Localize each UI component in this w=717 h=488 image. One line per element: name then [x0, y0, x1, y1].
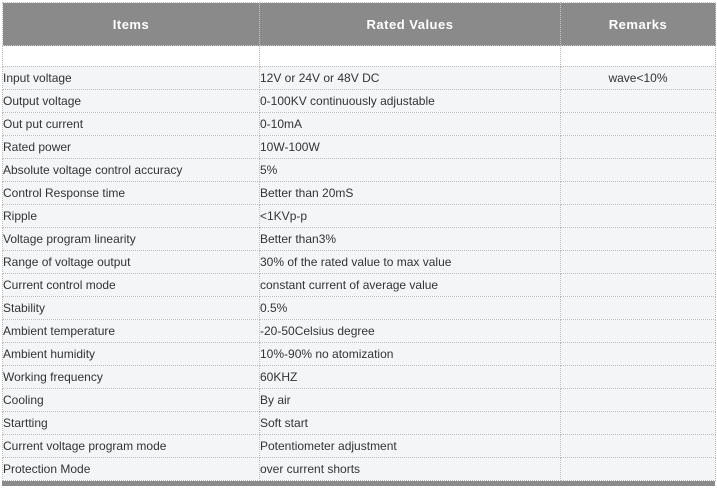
item-cell: Current control mode: [2, 273, 260, 297]
remark-cell: [560, 273, 716, 297]
remark-cell: [560, 434, 716, 458]
value-cell: 10%-90% no atomization: [259, 342, 561, 366]
table-row: Ambient temperature -20-50Celsius degree: [2, 319, 716, 343]
table-row: Ambient humidity 10%-90% no atomization: [2, 342, 716, 366]
item-cell: Output voltage: [2, 89, 260, 113]
value-cell: 0-10mA: [259, 112, 561, 136]
value-cell: Better than 20mS: [259, 181, 561, 205]
spec-table: Items Rated Values Remarks Input voltage…: [2, 2, 716, 481]
table-row: Ripple <1KVp-p: [2, 204, 716, 228]
table-row: Current voltage program mode Potentiomet…: [2, 434, 716, 458]
value-cell: 10W-100W: [259, 135, 561, 159]
item-cell: Protection Mode: [2, 457, 260, 481]
remark-cell: [560, 319, 716, 343]
remark-cell: [560, 204, 716, 228]
column-header-remarks: Remarks: [560, 2, 716, 46]
table-row: Range of voltage output 30% of the rated…: [2, 250, 716, 274]
value-cell: Soft start: [259, 411, 561, 435]
table-row: Working frequency 60KHZ: [2, 365, 716, 389]
table-row: Voltage program linearity Better than3%: [2, 227, 716, 251]
value-cell: over current shorts: [259, 457, 561, 481]
table-row: Rated power 10W-100W: [2, 135, 716, 159]
value-cell: 30% of the rated value to max value: [259, 250, 561, 274]
remark-cell: [560, 388, 716, 412]
item-cell: Current voltage program mode: [2, 434, 260, 458]
value-cell: 60KHZ: [259, 365, 561, 389]
spacer-cell: [2, 45, 260, 67]
table-row: Control Response time Better than 20mS: [2, 181, 716, 205]
value-cell: 12V or 24V or 48V DC: [259, 66, 561, 90]
footer-bar: [2, 481, 715, 486]
item-cell: Stability: [2, 296, 260, 320]
remark-cell: [560, 112, 716, 136]
remark-cell: [560, 227, 716, 251]
remark-cell: [560, 89, 716, 113]
remark-cell: [560, 342, 716, 366]
remark-cell: [560, 296, 716, 320]
remark-cell: [560, 181, 716, 205]
item-cell: Rated power: [2, 135, 260, 159]
table-row: Input voltage 12V or 24V or 48V DC wave<…: [2, 66, 716, 90]
column-header-rated-values: Rated Values: [259, 2, 561, 46]
value-cell: constant current of average value: [259, 273, 561, 297]
table-row: Current control mode constant current of…: [2, 273, 716, 297]
value-cell: <1KVp-p: [259, 204, 561, 228]
value-cell: Potentiometer adjustment: [259, 434, 561, 458]
item-cell: Ambient temperature: [2, 319, 260, 343]
table-row: Out put current 0-10mA: [2, 112, 716, 136]
remark-cell: [560, 365, 716, 389]
table-row: Absolute voltage control accuracy 5%: [2, 158, 716, 182]
value-cell: 5%: [259, 158, 561, 182]
value-cell: Better than3%: [259, 227, 561, 251]
value-cell: By air: [259, 388, 561, 412]
item-cell: Input voltage: [2, 66, 260, 90]
item-cell: Ripple: [2, 204, 260, 228]
item-cell: Cooling: [2, 388, 260, 412]
item-cell: Range of voltage output: [2, 250, 260, 274]
value-cell: -20-50Celsius degree: [259, 319, 561, 343]
column-header-items: Items: [2, 2, 260, 46]
remark-cell: [560, 158, 716, 182]
remark-cell: [560, 135, 716, 159]
table-row: Cooling By air: [2, 388, 716, 412]
remark-cell: wave<10%: [560, 66, 716, 90]
spec-table-body: Input voltage 12V or 24V or 48V DC wave<…: [2, 45, 716, 481]
value-cell: 0-100KV continuously adjustable: [259, 89, 561, 113]
item-cell: Absolute voltage control accuracy: [2, 158, 260, 182]
spacer-cell: [560, 45, 716, 67]
remark-cell: [560, 250, 716, 274]
spacer-row: [2, 45, 716, 67]
header-row: Items Rated Values Remarks: [2, 2, 716, 46]
spacer-cell: [259, 45, 561, 67]
item-cell: Control Response time: [2, 181, 260, 205]
table-row: Output voltage 0-100KV continuously adju…: [2, 89, 716, 113]
remark-cell: [560, 411, 716, 435]
remark-cell: [560, 457, 716, 481]
item-cell: Startting: [2, 411, 260, 435]
table-row: Protection Mode over current shorts: [2, 457, 716, 481]
table-row: Startting Soft start: [2, 411, 716, 435]
table-row: Stability 0.5%: [2, 296, 716, 320]
spec-table-header: Items Rated Values Remarks: [2, 2, 716, 46]
value-cell: 0.5%: [259, 296, 561, 320]
item-cell: Working frequency: [2, 365, 260, 389]
item-cell: Ambient humidity: [2, 342, 260, 366]
item-cell: Out put current: [2, 112, 260, 136]
item-cell: Voltage program linearity: [2, 227, 260, 251]
